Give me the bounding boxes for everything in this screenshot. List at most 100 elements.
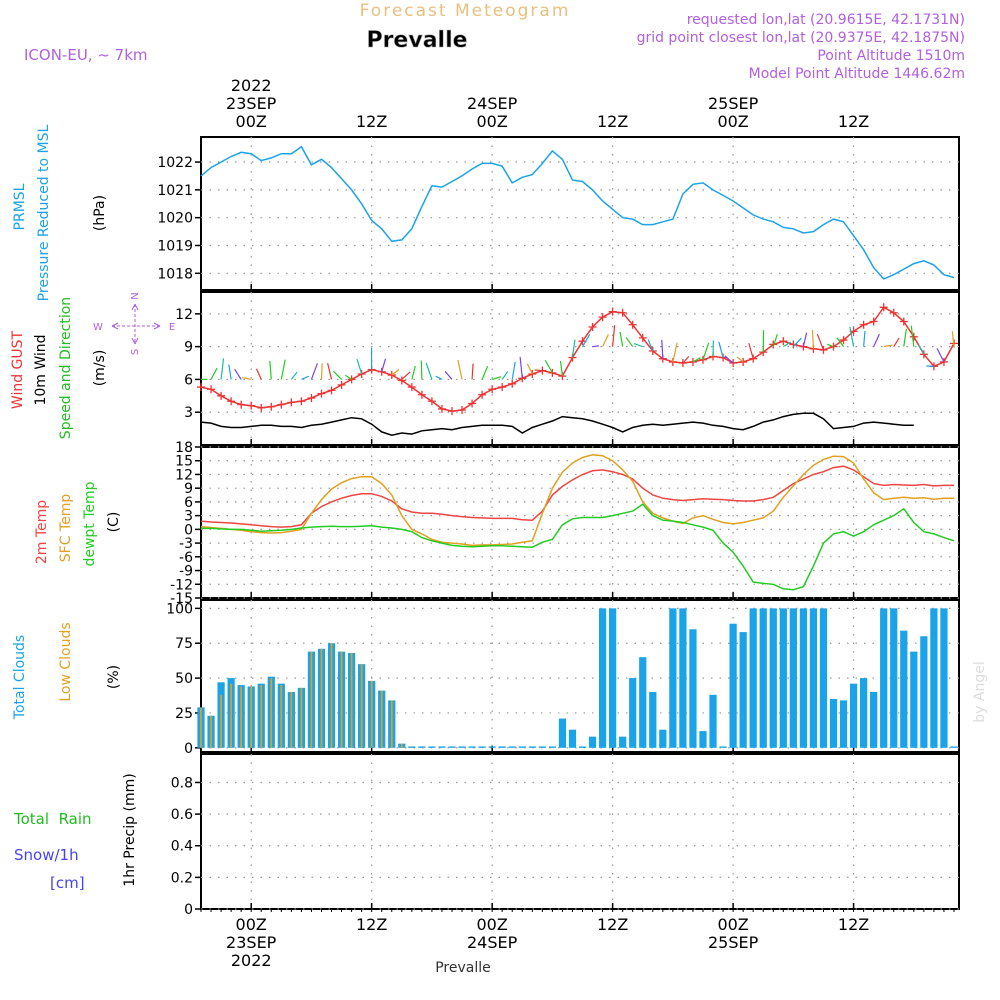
y-tick-label: 0 (184, 902, 193, 918)
y-tick-label: 0.6 (171, 807, 193, 823)
point-altitude: Point Altitude 1510m (817, 48, 965, 64)
wind-direction-arrow (692, 357, 701, 363)
gust-marker (909, 332, 918, 341)
time-label: 00Z (717, 915, 748, 934)
gust-marker (257, 403, 266, 412)
time-label: 2022 (231, 951, 272, 970)
compass-south: S (130, 349, 141, 355)
wind-direction-arrow (301, 375, 310, 380)
wind-direction-arrow (411, 365, 416, 380)
10m-wind-line (200, 412, 914, 436)
wind-direction-arrow (511, 361, 516, 380)
total-cloud-bar (639, 657, 647, 748)
total-cloud-bar (739, 632, 747, 748)
wind-direction-arrow (425, 362, 433, 380)
wind-direction-arrow (544, 359, 553, 374)
time-label: 25SEP (708, 94, 759, 113)
wind-direction-arrow (748, 342, 754, 359)
gust-marker (729, 359, 738, 368)
gust-marker (889, 308, 898, 317)
gust-marker (468, 399, 477, 408)
total-cloud-bar (528, 746, 536, 748)
requested-lonlat: requested lon,lat (20.9615E, 42.1731N) (687, 12, 965, 28)
gust-marker (207, 385, 216, 394)
y-tick-label: 6 (184, 495, 193, 511)
wind-direction-arrow (816, 333, 825, 351)
wind-direction-arrow (356, 358, 363, 375)
gust-marker (478, 390, 487, 399)
low-cloud-bar (270, 678, 273, 748)
wind-direction-arrow (661, 339, 664, 359)
total-cloud-bar (799, 608, 807, 748)
total-cloud-bar (789, 608, 797, 748)
total-cloud-bar (598, 608, 607, 748)
wind-direction-arrow (682, 356, 690, 364)
low-cloud-bar (290, 692, 293, 748)
wind-direction-arrow (526, 363, 533, 375)
y-tick-label: 15 (175, 454, 193, 470)
precip-panel: 0 0.2 0.4 0.6 0.8 (171, 753, 960, 918)
temp2m-label: 2m Temp (34, 500, 50, 564)
gust-marker (197, 383, 205, 392)
low-cloud-bar (400, 743, 403, 748)
total-rain-label: Total Rain (13, 810, 92, 828)
total-cloud-bar (930, 608, 938, 748)
y-tick-label: 1022 (157, 155, 193, 171)
low-cloud-bar (280, 685, 283, 748)
credit-watermark: by Angel (972, 661, 988, 722)
gust-marker (337, 380, 346, 389)
prmsl-label: PRMSL (12, 183, 28, 230)
total-cloud-bar (819, 608, 828, 748)
total-cloud-bar (488, 746, 496, 748)
total-cloud-bar (418, 746, 426, 748)
gust-marker (217, 391, 226, 400)
y-tick-label: 6 (184, 372, 193, 388)
gust-marker (267, 402, 276, 411)
wind-direction-arrow (444, 371, 453, 380)
wind-direction-arrow (863, 330, 866, 347)
wind-direction-arrow (883, 344, 893, 348)
total-cloud-bar (829, 699, 838, 748)
y-tick-label: 9 (184, 481, 193, 497)
total-cloud-bar (659, 729, 667, 748)
y-tick-label: 9 (184, 340, 193, 356)
low-cloud-bar (340, 651, 343, 748)
pressure-msl-label: Pressure Reduced to MSL (36, 124, 52, 301)
gust-marker (678, 359, 687, 368)
gust-marker (277, 400, 286, 409)
gust-marker (287, 398, 296, 407)
total-cloud-bar (749, 608, 757, 748)
time-label: 00Z (236, 112, 267, 131)
gust-marker (397, 376, 406, 385)
wind-direction-arrow (571, 339, 576, 358)
gust-marker (427, 397, 436, 406)
panel-frame (200, 136, 960, 291)
y-tick-label: 18 (175, 440, 193, 456)
low-cloud-bar (260, 685, 263, 748)
wind-unit-label: (m/s) (92, 350, 108, 387)
wind-direction-arrow (391, 369, 400, 376)
wind-direction-arrow (772, 334, 778, 347)
gust-marker (799, 342, 808, 351)
wind-direction-arrow (724, 355, 734, 364)
2m-temp-line (200, 465, 954, 528)
wind-speed-dir-label: Speed and Direction (58, 297, 74, 439)
y-tick-label: 1021 (157, 183, 193, 199)
model-point-altitude: Model Point Altitude 1446.62m (749, 66, 965, 82)
y-tick-label: 0.8 (171, 775, 193, 791)
gust-marker (688, 357, 697, 366)
y-tick-label: 1018 (157, 266, 193, 282)
wind-direction-arrow (290, 371, 298, 380)
low-cloud-bar (240, 686, 243, 748)
y-tick-label: 12 (175, 467, 193, 483)
wind-direction-arrow (435, 375, 443, 380)
y-tick-label: 0 (184, 522, 193, 538)
wind-direction-arrow (534, 369, 543, 372)
snow-label: Snow/1h (14, 846, 79, 864)
gust-marker (437, 404, 446, 413)
total-cloud-bar (709, 694, 717, 748)
y-tick-label: 25 (175, 706, 193, 722)
total-cloud-bar (438, 746, 446, 748)
total-cloud-bar (548, 746, 557, 748)
gust-marker (237, 400, 246, 409)
